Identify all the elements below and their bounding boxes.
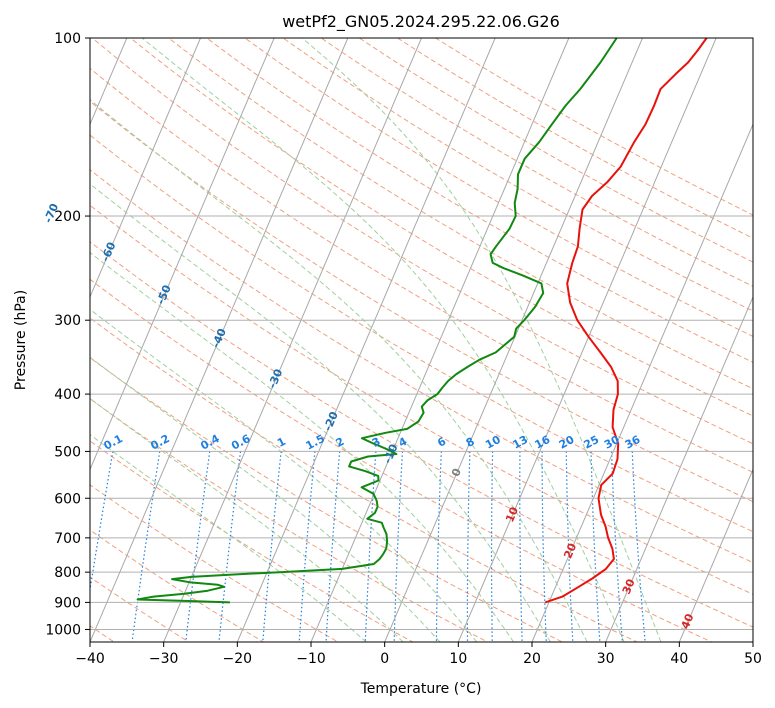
mixing-ratio-label: 10 — [483, 433, 503, 452]
plot-frame — [89, 37, 754, 643]
dry-adiabat — [205, 38, 753, 363]
mixing-ratio-line — [325, 451, 341, 642]
y-tick-label: 300 — [54, 313, 81, 329]
isotherm-line — [457, 38, 717, 642]
x-tick-label: −20 — [223, 651, 253, 667]
mixing-ratio-label: 16 — [533, 433, 553, 452]
isotherm-label: 20 — [561, 541, 579, 560]
dewpoint-line — [136, 38, 618, 604]
isotherm-line — [531, 123, 753, 642]
moist-adiabat — [90, 251, 515, 642]
mixing-ratio-line — [364, 451, 377, 642]
moist-adiabat — [90, 397, 404, 642]
dry-adiabat — [91, 38, 753, 445]
isotherm-line — [310, 38, 570, 642]
moist-adiabat — [90, 183, 551, 642]
moist-adiabat — [90, 434, 367, 642]
x-axis-title: Temperature (°C) — [360, 681, 482, 697]
dry-adiabat — [90, 317, 639, 642]
plot-area — [90, 38, 753, 642]
profile-lines — [136, 38, 708, 604]
chart-title: wetPf2_GN05.2024.295.22.06.G26 — [282, 12, 560, 32]
mixing-ratio-line — [541, 451, 547, 642]
temperature-line — [544, 38, 708, 604]
dry-adiabat — [90, 67, 753, 473]
isotherm-label: 30 — [620, 577, 638, 596]
y-tick-label: 600 — [54, 491, 81, 507]
y-tick-label: 200 — [54, 209, 81, 225]
moist-adiabat — [141, 38, 625, 642]
isotherm-line — [605, 295, 753, 642]
mixing-ratio-line — [590, 451, 601, 642]
mixing-ratio-label: 30 — [602, 433, 622, 452]
x-tick-label: −40 — [75, 651, 105, 667]
moist-adiabat — [90, 356, 441, 642]
dry-adiabat — [90, 484, 340, 642]
dry-adiabat — [244, 38, 753, 337]
dry-adiabat — [90, 398, 489, 642]
y-tick-label: 800 — [54, 565, 81, 581]
x-tick-label: 40 — [670, 651, 688, 667]
mixing-ratio-label: 25 — [582, 433, 602, 452]
isotherm-line — [384, 38, 643, 642]
dry-adiabat — [358, 38, 753, 263]
y-tick-label: 400 — [54, 387, 81, 403]
mixing-ratio-line — [298, 451, 316, 642]
isotherm-line — [163, 38, 422, 642]
isotherm-line — [678, 468, 753, 642]
x-tick-label: 10 — [449, 651, 467, 667]
dry-adiabat — [167, 38, 753, 390]
x-tick-label: 20 — [523, 651, 541, 667]
x-tick-label: 50 — [744, 651, 762, 667]
x-axis: −40 −30 −20 −10 0 10 20 30 40 50 — [75, 642, 762, 667]
isotherm-line — [236, 38, 496, 642]
dry-adiabat — [90, 241, 753, 628]
dry-adiabat — [320, 38, 753, 287]
dry-adiabat — [90, 169, 753, 564]
dry-adiabat — [434, 38, 753, 216]
dry-adiabat — [90, 100, 753, 503]
mixing-ratio-line — [393, 451, 404, 642]
dry-adiabat — [129, 38, 753, 417]
mixing-ratio-label: 13 — [510, 433, 530, 452]
x-tick-label: −10 — [296, 651, 326, 667]
y-tick-label: 1000 — [45, 622, 81, 638]
dry-adiabat — [90, 440, 414, 642]
y-tick-label: 900 — [54, 595, 81, 611]
mixing-ratio-line — [565, 451, 574, 642]
mixing-ratio-line — [490, 451, 494, 642]
mixing-ratio-line — [519, 451, 523, 642]
y-tick-label: 100 — [54, 31, 81, 47]
background-lines — [90, 38, 753, 642]
mixing-ratio-label: 36 — [623, 433, 643, 452]
y-axis-title: Pressure (hPa) — [13, 290, 29, 390]
mixing-ratio-line — [631, 451, 646, 642]
x-tick-label: 30 — [597, 651, 615, 667]
mixing-ratio-line — [435, 451, 442, 642]
isotherm-label: 10 — [503, 505, 521, 524]
x-tick-label: −30 — [149, 651, 179, 667]
isotherm-line — [752, 640, 753, 642]
mixing-ratio-line — [610, 451, 623, 642]
reference-line-labels: -100-90-80-70-60-50-40-30-20-10010203040… — [0, 165, 697, 631]
dry-adiabat — [282, 38, 753, 312]
isotherm-line — [90, 38, 349, 642]
y-tick-label: 500 — [54, 444, 81, 460]
x-tick-label: 0 — [380, 651, 389, 667]
isotherm-line — [90, 38, 201, 299]
isotherm-label: -80 — [0, 165, 3, 189]
mixing-ratio-label: 20 — [557, 433, 577, 452]
y-tick-label: 700 — [54, 531, 81, 547]
y-axis: 100 200 300 400 500 600 700 800 900 1000 — [45, 31, 90, 638]
isotherm-line — [90, 38, 275, 471]
isotherm-label: 40 — [679, 611, 697, 630]
moist-adiabat — [90, 98, 588, 642]
